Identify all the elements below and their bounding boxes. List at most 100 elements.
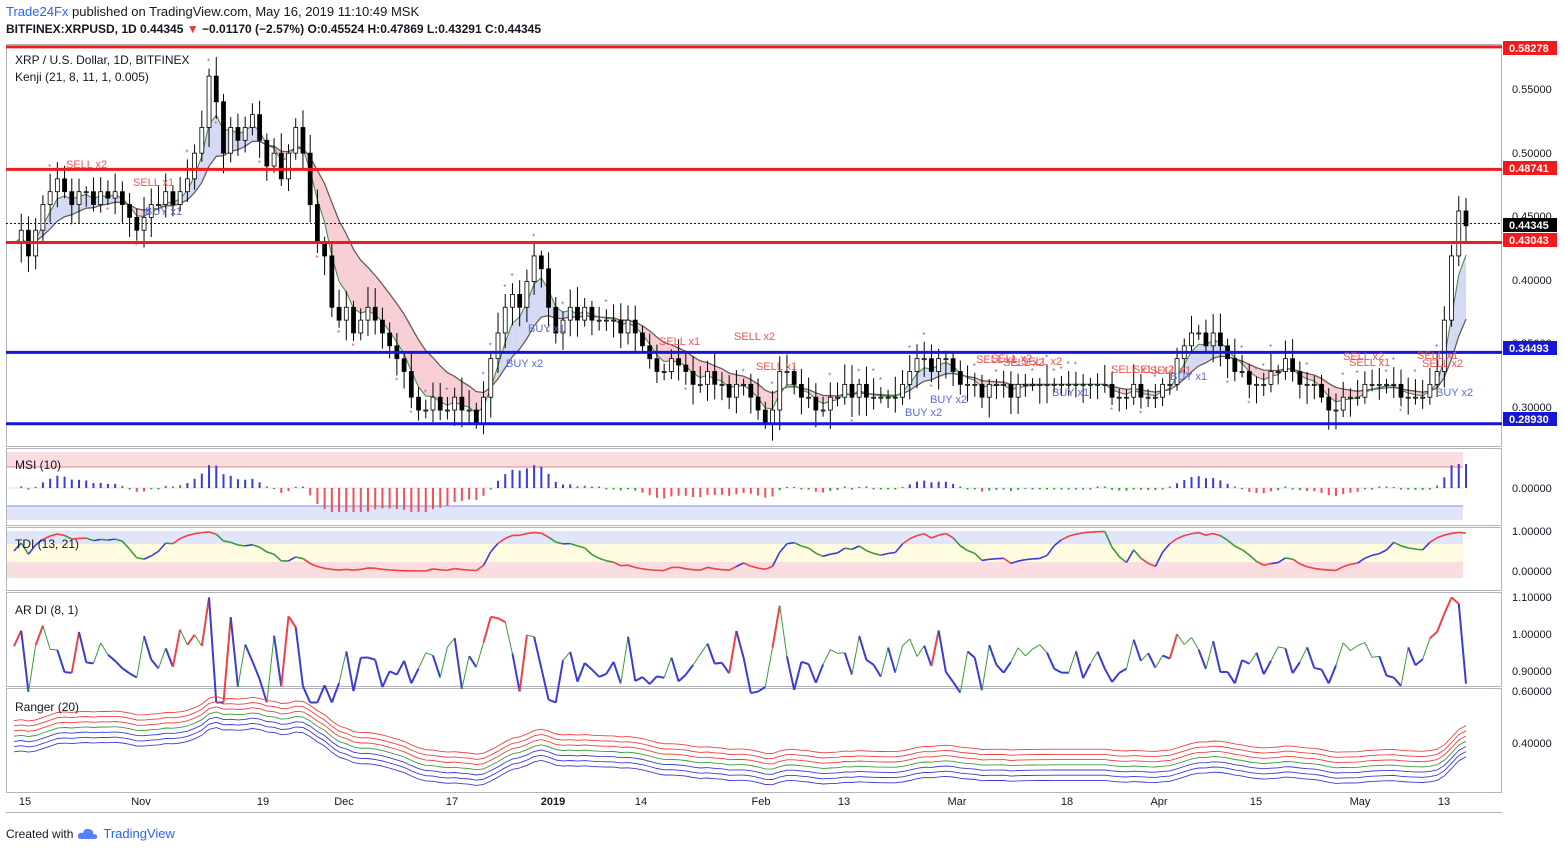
msi-bar	[894, 488, 897, 490]
candle	[965, 365, 970, 402]
candle	[1362, 371, 1368, 404]
tdi-segment	[172, 537, 181, 545]
msi-bar	[1241, 488, 1244, 490]
tdi-segment	[454, 567, 462, 571]
tdi-segment	[1378, 549, 1387, 555]
msi-bar	[822, 488, 825, 493]
msi-bar	[193, 478, 196, 488]
tdi-segment	[1256, 560, 1265, 566]
candle	[618, 303, 624, 349]
msi-bar	[244, 479, 247, 488]
ardi-segment	[865, 659, 875, 666]
ardi-segment	[721, 662, 730, 674]
msi-bar	[1089, 488, 1092, 490]
ardi-segment	[1284, 648, 1294, 674]
tdi-segment	[215, 533, 225, 542]
ardi-segment	[439, 646, 448, 678]
candle-body	[957, 371, 963, 385]
candle-body	[1095, 383, 1100, 386]
msi-bar	[92, 482, 95, 488]
candle-body	[1319, 383, 1324, 398]
tradingview-brand[interactable]: TradingView	[103, 826, 175, 841]
ranger-band	[13, 716, 1467, 776]
cloud-segment	[512, 316, 520, 357]
signal-marker: *	[352, 342, 355, 351]
candle	[799, 368, 804, 415]
signal-marker: *	[1305, 361, 1308, 370]
tdi-segment	[57, 533, 65, 537]
msi-bar	[627, 488, 630, 490]
signal-marker: *	[532, 233, 535, 242]
msi-bar	[605, 488, 608, 490]
msi-bar	[569, 484, 572, 488]
candle	[668, 349, 674, 380]
msi-bar	[865, 486, 868, 488]
cloud-segment	[656, 337, 665, 362]
sell-label: SELL x2	[66, 159, 107, 171]
tdi-segment	[1154, 551, 1164, 567]
tdi-segment	[909, 534, 918, 540]
x-tick: May	[1350, 796, 1371, 808]
ardi-segment	[909, 638, 918, 657]
candle-body	[1044, 383, 1050, 386]
msi-bar	[1082, 488, 1085, 490]
ardi-segment	[158, 648, 167, 669]
candle-body	[1008, 383, 1014, 398]
candle-body	[553, 306, 559, 334]
ardi-segment	[164, 647, 174, 668]
price-axis[interactable]: 0.55000 0.50000 0.45000 0.40000 0.35000 …	[1512, 84, 1552, 414]
candle-body	[1420, 396, 1426, 399]
ardi-segment	[229, 616, 239, 687]
tdi-segment	[266, 551, 275, 555]
signal-marker: *	[482, 370, 485, 379]
tdi-segment	[288, 556, 297, 562]
tdi-segment	[1025, 558, 1033, 561]
tdi-segment	[526, 531, 535, 535]
msi-bar	[771, 488, 774, 497]
time-axis[interactable]: 15 Nov 19 Dec 17 2019 14 Feb 13 Mar 18 A…	[19, 796, 1450, 808]
ardi-segment	[584, 662, 593, 671]
signal-marker: *	[828, 371, 831, 380]
msi-bar	[1436, 485, 1439, 488]
signal-marker: *	[922, 331, 925, 340]
cloud-segment	[1198, 344, 1206, 366]
candle	[553, 297, 559, 344]
msi-bar	[164, 485, 167, 488]
cloud-segment	[685, 351, 694, 374]
sell-labels: SELL x2 SELL x1 SELL x1 SELL x2 SELL x1 …	[66, 159, 1463, 377]
ardi-segment	[1422, 638, 1431, 660]
tdi-segment	[504, 534, 513, 540]
x-tick: Feb	[752, 796, 771, 808]
y-tick: 0.00000	[1512, 483, 1552, 495]
candle-body	[755, 396, 761, 411]
tdi-segment	[663, 566, 672, 572]
tdi-segment	[540, 532, 549, 538]
ardi-segment	[129, 672, 138, 679]
candle	[1152, 384, 1158, 409]
msi-bar	[135, 488, 138, 492]
candle-body	[1391, 383, 1397, 386]
ardi-segment	[540, 667, 550, 700]
candle-body	[965, 383, 970, 386]
horizontal-levels[interactable]	[6, 45, 1502, 426]
ardi-segment	[1255, 652, 1265, 675]
cloud-segment	[396, 303, 405, 355]
msi-bar	[1443, 477, 1446, 488]
candle-body	[921, 358, 927, 361]
ardi-segment	[150, 659, 160, 670]
signal-marker: *	[409, 409, 412, 418]
candle	[495, 312, 501, 373]
x-tick: 15	[19, 796, 31, 808]
msi-bar	[793, 486, 796, 488]
ardi-segment	[475, 642, 485, 668]
publisher-name[interactable]: Trade24Fx	[6, 4, 69, 19]
candle	[806, 377, 812, 409]
tdi-lower-band	[7, 562, 1463, 578]
signal-marker: *	[1153, 373, 1156, 382]
candle-body	[546, 268, 551, 308]
candle-body	[177, 191, 183, 205]
ardi-segment	[887, 647, 897, 673]
msi-bar	[872, 488, 875, 490]
ardi-segment	[100, 642, 109, 655]
